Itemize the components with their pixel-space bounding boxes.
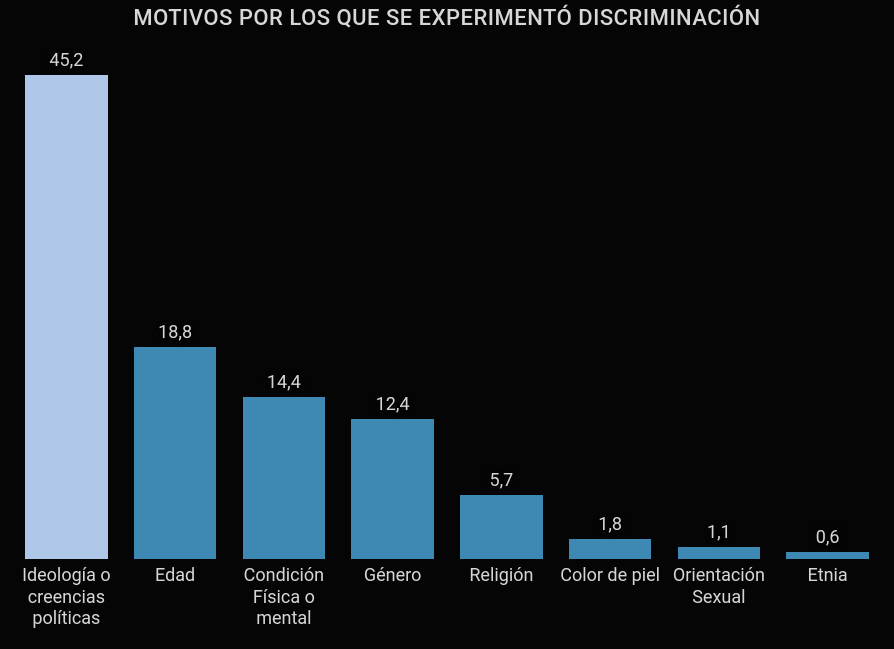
bar-slot: 0,6Etnia [773, 50, 882, 559]
bar-category-label: Condición Física o mental [230, 559, 339, 630]
bar-value-label: 14,4 [267, 372, 301, 393]
bar-value-label: 5,7 [489, 470, 513, 491]
bar-category-label: Ideología o creencias políticas [12, 559, 121, 630]
bar-category-label: Religión [447, 559, 556, 587]
bar-slot: 18,8Edad [121, 50, 230, 559]
bar-category-label: Color de piel [556, 559, 665, 587]
bar-value-label: 1,1 [707, 522, 731, 543]
bar-value-label: 45,2 [49, 50, 83, 71]
bar [134, 347, 217, 559]
bar-category-label: Orientación Sexual [665, 559, 774, 608]
bar [569, 539, 652, 559]
bar-slot: 14,4Condición Física o mental [230, 50, 339, 559]
bar-category-label: Edad [121, 559, 230, 587]
bar-category-label: Género [338, 559, 447, 587]
bar [460, 495, 543, 559]
bar-value-label: 18,8 [158, 322, 192, 343]
discrimination-chart: MOTIVOS POR LOS QUE SE EXPERIMENTÓ DISCR… [0, 0, 894, 649]
bar-value-label: 1,8 [598, 514, 622, 535]
bar-slot: 1,1Orientación Sexual [665, 50, 774, 559]
bar-slot: 1,8Color de piel [556, 50, 665, 559]
bar-value-label: 12,4 [376, 394, 410, 415]
bar-value-label: 0,6 [816, 527, 840, 548]
bar [25, 75, 108, 559]
bar-slot: 5,7Religión [447, 50, 556, 559]
bar-slot: 12,4Género [338, 50, 447, 559]
plot-area: 45,2Ideología o creencias políticas18,8E… [12, 50, 882, 559]
bar [351, 419, 434, 559]
chart-title: MOTIVOS POR LOS QUE SE EXPERIMENTÓ DISCR… [0, 6, 894, 31]
bar-slot: 45,2Ideología o creencias políticas [12, 50, 121, 559]
bar-category-label: Etnia [773, 559, 882, 587]
bar [786, 552, 869, 559]
bar [243, 397, 326, 559]
bar [678, 547, 761, 559]
